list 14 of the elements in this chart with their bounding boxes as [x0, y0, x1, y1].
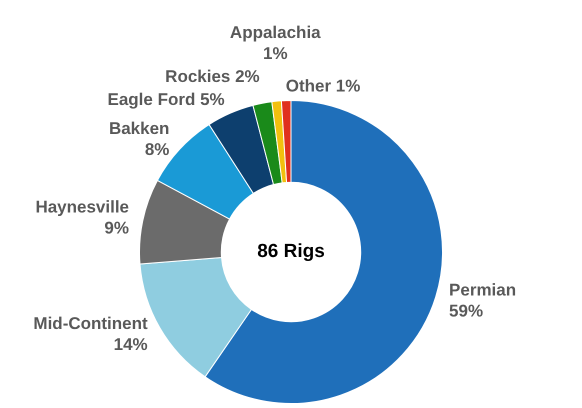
slice-label: Appalachia	[230, 22, 322, 42]
slice-label: Permian	[449, 280, 516, 300]
data-label: 1%	[262, 44, 288, 63]
slice-label: Bakken	[108, 118, 170, 138]
slice-label: Mid-Continent	[33, 314, 148, 333]
data-label: 59%	[449, 301, 484, 320]
slice-label: Rockies 2%	[165, 67, 260, 86]
slice-label: Eagle Ford 5%	[108, 90, 225, 110]
data-label: 9%	[104, 218, 130, 238]
data-label: 8%	[144, 140, 170, 159]
data-label: 14%	[114, 334, 148, 354]
slice-label: Other 1%	[286, 76, 360, 96]
slice-label: Haynesville	[35, 197, 130, 216]
text: 86 Rigs	[257, 241, 325, 262]
